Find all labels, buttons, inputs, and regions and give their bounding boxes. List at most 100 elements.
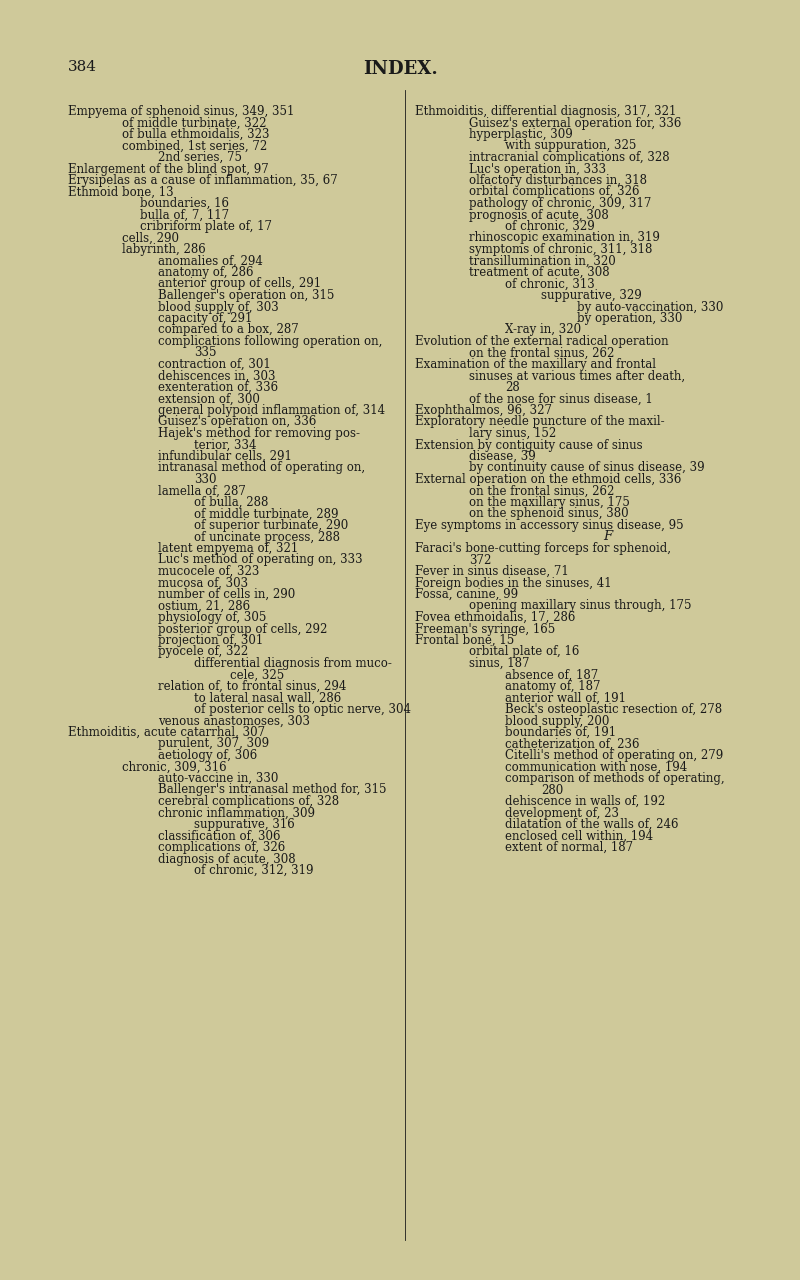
Text: External operation on the ethmoid cells, 336: External operation on the ethmoid cells,… (415, 474, 682, 486)
Text: anterior group of cells, 291: anterior group of cells, 291 (158, 278, 321, 291)
Text: purulent, 307, 309: purulent, 307, 309 (158, 737, 269, 750)
Text: 335: 335 (194, 347, 217, 360)
Text: Ethmoiditis, differential diagnosis, 317, 321: Ethmoiditis, differential diagnosis, 317… (415, 105, 676, 118)
Text: absence of, 187: absence of, 187 (505, 668, 598, 681)
Text: pyocele of, 322: pyocele of, 322 (158, 645, 248, 658)
Text: dilatation of the walls of, 246: dilatation of the walls of, 246 (505, 818, 678, 831)
Text: Exploratory needle puncture of the maxil-: Exploratory needle puncture of the maxil… (415, 416, 665, 429)
Text: physiology of, 305: physiology of, 305 (158, 611, 266, 623)
Text: combined, 1st series, 72: combined, 1st series, 72 (122, 140, 267, 152)
Text: dehiscence in walls of, 192: dehiscence in walls of, 192 (505, 795, 666, 808)
Text: anatomy of, 187: anatomy of, 187 (505, 680, 601, 692)
Text: communication with nose, 194: communication with nose, 194 (505, 760, 687, 773)
Text: mucocele of, 323: mucocele of, 323 (158, 564, 259, 579)
Text: dehiscences in, 303: dehiscences in, 303 (158, 370, 275, 383)
Text: terior, 334: terior, 334 (194, 439, 257, 452)
Text: olfactory disturbances in, 318: olfactory disturbances in, 318 (469, 174, 647, 187)
Text: on the frontal sinus, 262: on the frontal sinus, 262 (469, 485, 614, 498)
Text: on the sphenoid sinus, 380: on the sphenoid sinus, 380 (469, 507, 629, 521)
Text: anomalies of, 294: anomalies of, 294 (158, 255, 263, 268)
Text: Fever in sinus disease, 71: Fever in sinus disease, 71 (415, 564, 569, 579)
Text: Eye symptoms in accessory sinus disease, 95: Eye symptoms in accessory sinus disease,… (415, 518, 684, 532)
Text: of superior turbinate, 290: of superior turbinate, 290 (194, 518, 348, 532)
Text: sinuses at various times after death,: sinuses at various times after death, (469, 370, 685, 383)
Text: anatomy of, 286: anatomy of, 286 (158, 266, 254, 279)
Text: prognosis of acute, 308: prognosis of acute, 308 (469, 209, 609, 221)
Text: cele, 325: cele, 325 (230, 668, 284, 681)
Text: intracranial complications of, 328: intracranial complications of, 328 (469, 151, 670, 164)
Text: Ethmoid bone, 13: Ethmoid bone, 13 (68, 186, 174, 198)
Text: blood supply, 200: blood supply, 200 (505, 714, 610, 727)
Text: labyrinth, 286: labyrinth, 286 (122, 243, 206, 256)
Text: contraction of, 301: contraction of, 301 (158, 358, 270, 371)
Text: of posterior cells to optic nerve, 304: of posterior cells to optic nerve, 304 (194, 703, 411, 716)
Text: of chronic, 313: of chronic, 313 (505, 278, 594, 291)
Text: catheterization of, 236: catheterization of, 236 (505, 737, 639, 750)
Text: infundibular cells, 291: infundibular cells, 291 (158, 451, 292, 463)
Text: complications of, 326: complications of, 326 (158, 841, 286, 854)
Text: disease, 39: disease, 39 (469, 451, 536, 463)
Text: Erysipelas as a cause of inflammation, 35, 67: Erysipelas as a cause of inflammation, 3… (68, 174, 338, 187)
Text: classification of, 306: classification of, 306 (158, 829, 281, 842)
Text: chronic inflammation, 309: chronic inflammation, 309 (158, 806, 315, 819)
Text: cribriform plate of, 17: cribriform plate of, 17 (140, 220, 272, 233)
Text: suppurative, 316: suppurative, 316 (194, 818, 294, 831)
Text: Citelli's method of operating on, 279: Citelli's method of operating on, 279 (505, 749, 723, 762)
Text: 372: 372 (469, 553, 491, 567)
Text: to lateral nasal wall, 286: to lateral nasal wall, 286 (194, 691, 342, 704)
Text: Beck's osteoplastic resection of, 278: Beck's osteoplastic resection of, 278 (505, 703, 722, 716)
Text: general polypoid inflammation of, 314: general polypoid inflammation of, 314 (158, 404, 385, 417)
Text: latent empyema of, 321: latent empyema of, 321 (158, 541, 298, 556)
Text: of chronic, 312, 319: of chronic, 312, 319 (194, 864, 314, 877)
Text: 280: 280 (541, 783, 563, 796)
Text: Enlargement of the blind spot, 97: Enlargement of the blind spot, 97 (68, 163, 269, 175)
Text: extension of, 300: extension of, 300 (158, 393, 260, 406)
Text: Fossa, canine, 99: Fossa, canine, 99 (415, 588, 518, 602)
Text: extent of normal, 187: extent of normal, 187 (505, 841, 633, 854)
Text: enclosed cell within, 194: enclosed cell within, 194 (505, 829, 653, 842)
Text: Examination of the maxillary and frontal: Examination of the maxillary and frontal (415, 358, 656, 371)
Text: of uncinate process, 288: of uncinate process, 288 (194, 530, 340, 544)
Text: Faraci's bone-cutting forceps for sphenoid,: Faraci's bone-cutting forceps for spheno… (415, 541, 671, 556)
Text: Luc's method of operating on, 333: Luc's method of operating on, 333 (158, 553, 362, 567)
Text: Ethmoiditis, acute catarrhal, 307: Ethmoiditis, acute catarrhal, 307 (68, 726, 265, 739)
Text: boundaries, 16: boundaries, 16 (140, 197, 229, 210)
Text: Exophthalmos, 96, 327: Exophthalmos, 96, 327 (415, 404, 552, 417)
Text: anterior wall of, 191: anterior wall of, 191 (505, 691, 626, 704)
Text: differential diagnosis from muco-: differential diagnosis from muco- (194, 657, 392, 669)
Text: Luc's operation in, 333: Luc's operation in, 333 (469, 163, 606, 175)
Text: projection of, 301: projection of, 301 (158, 634, 263, 646)
Text: by auto-vaccination, 330: by auto-vaccination, 330 (577, 301, 723, 314)
Text: orbital plate of, 16: orbital plate of, 16 (469, 645, 579, 658)
Text: complications following operation on,: complications following operation on, (158, 335, 382, 348)
Text: Foreign bodies in the sinuses, 41: Foreign bodies in the sinuses, 41 (415, 576, 612, 590)
Text: of middle turbinate, 322: of middle turbinate, 322 (122, 116, 266, 129)
Text: by continuity cause of sinus disease, 39: by continuity cause of sinus disease, 39 (469, 462, 705, 475)
Text: 2nd series, 75: 2nd series, 75 (158, 151, 242, 164)
Text: of bulla, 288: of bulla, 288 (194, 495, 268, 509)
Text: Ballenger's operation on, 315: Ballenger's operation on, 315 (158, 289, 334, 302)
Text: bulla of, 7, 117: bulla of, 7, 117 (140, 209, 229, 221)
Text: number of cells in, 290: number of cells in, 290 (158, 588, 295, 602)
Text: cells, 290: cells, 290 (122, 232, 179, 244)
Text: with suppuration, 325: with suppuration, 325 (505, 140, 636, 152)
Text: pathology of chronic, 309, 317: pathology of chronic, 309, 317 (469, 197, 651, 210)
Text: of middle turbinate, 289: of middle turbinate, 289 (194, 507, 338, 521)
Text: F: F (603, 530, 612, 544)
Text: aetiology of, 306: aetiology of, 306 (158, 749, 258, 762)
Text: orbital complications of, 326: orbital complications of, 326 (469, 186, 639, 198)
Text: mucosa of, 303: mucosa of, 303 (158, 576, 248, 590)
Text: Guisez's operation on, 336: Guisez's operation on, 336 (158, 416, 316, 429)
Text: Freeman's syringe, 165: Freeman's syringe, 165 (415, 622, 555, 635)
Text: exenteration of, 336: exenteration of, 336 (158, 381, 278, 394)
Text: venous anastomoses, 303: venous anastomoses, 303 (158, 714, 310, 727)
Text: Guisez's external operation for, 336: Guisez's external operation for, 336 (469, 116, 682, 129)
Text: relation of, to frontal sinus, 294: relation of, to frontal sinus, 294 (158, 680, 346, 692)
Text: lary sinus, 152: lary sinus, 152 (469, 428, 556, 440)
Text: posterior group of cells, 292: posterior group of cells, 292 (158, 622, 327, 635)
Text: INDEX.: INDEX. (362, 60, 438, 78)
Text: Empyema of sphenoid sinus, 349, 351: Empyema of sphenoid sinus, 349, 351 (68, 105, 294, 118)
Text: on the frontal sinus, 262: on the frontal sinus, 262 (469, 347, 614, 360)
Text: hyperplastic, 309: hyperplastic, 309 (469, 128, 573, 141)
Text: ostium, 21, 286: ostium, 21, 286 (158, 599, 250, 613)
